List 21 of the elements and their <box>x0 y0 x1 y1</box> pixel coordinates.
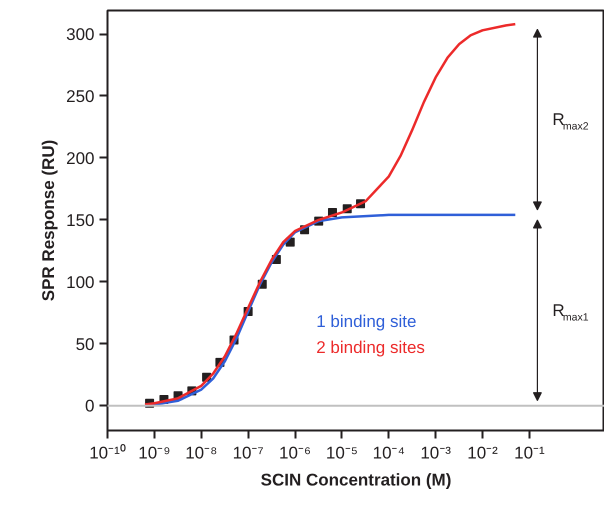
y-tick-label: 0 <box>85 396 95 416</box>
x-tick-label: 10⁻¹⁰ <box>89 444 126 462</box>
y-tick-label: 150 <box>66 210 95 230</box>
x-tick-label: 10⁻⁷ <box>232 444 264 462</box>
y-tick-label: 100 <box>66 272 95 292</box>
y-tick-label: 50 <box>76 334 95 354</box>
x-tick-label: 10⁻¹ <box>514 444 546 462</box>
x-tick-label: 10⁻² <box>467 444 498 462</box>
x-axis-title: SCIN Concentration (M) <box>260 470 452 490</box>
x-tick-label: 10⁻⁶ <box>279 444 311 462</box>
y-axis-title: SPR Response (RU) <box>39 140 58 302</box>
x-tick-label: 10⁻⁵ <box>326 444 358 462</box>
x-tick-label: 10⁻⁸ <box>185 444 218 462</box>
text: 1 binding site <box>316 312 416 331</box>
x-tick-label: 10⁻⁹ <box>138 444 170 462</box>
x-tick-label: 10⁻³ <box>420 444 452 462</box>
y-tick-label: 250 <box>66 86 95 106</box>
y-tick-label: 200 <box>66 148 95 168</box>
x-tick-label: 10⁻⁴ <box>372 444 405 462</box>
y-tick-label: 300 <box>66 25 95 44</box>
text: 2 binding sites <box>316 338 425 357</box>
